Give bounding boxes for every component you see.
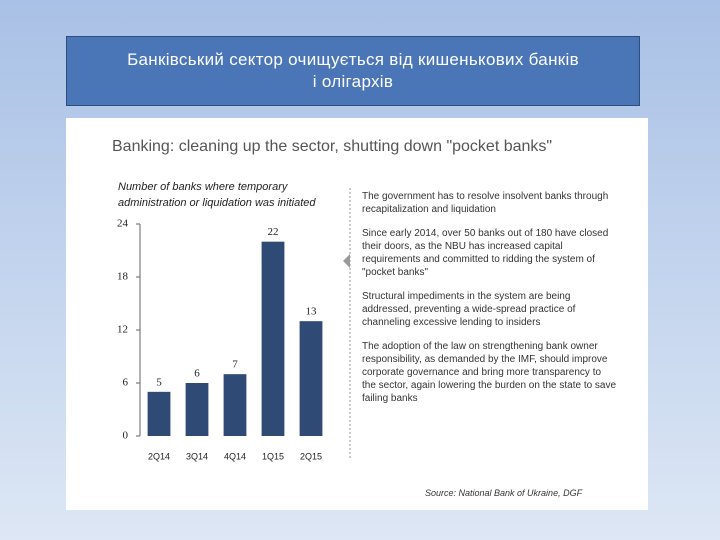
- x-tick-label: 2Q14: [148, 451, 170, 461]
- bar: [299, 321, 323, 436]
- y-tick-label: 12: [117, 324, 128, 336]
- chart-heading: Banking: cleaning up the sector, shuttin…: [112, 138, 553, 155]
- value-label: 6: [194, 368, 200, 380]
- bar: [147, 391, 171, 436]
- y-tick-label: 6: [123, 377, 129, 389]
- bullet-list: The government has to resolve insolvent …: [362, 190, 617, 416]
- x-tick-label: 3Q14: [186, 451, 208, 461]
- panel: [66, 118, 648, 510]
- y-tick-label: 18: [117, 271, 129, 283]
- value-label: 7: [232, 359, 238, 371]
- pointer: [343, 254, 350, 268]
- y-tick-label: 24: [117, 218, 129, 230]
- y-tick-label: 0: [123, 430, 129, 442]
- chart-title: Number of banks where temporary administ…: [118, 181, 316, 209]
- x-tick-label: 2Q15: [300, 451, 322, 461]
- x-tick-label: 4Q14: [224, 451, 246, 461]
- bar: [185, 383, 209, 436]
- slide-title: Банківський сектор очищується від кишень…: [66, 36, 640, 106]
- bullet: Structural impediments in the system are…: [362, 291, 576, 328]
- bar: [223, 374, 247, 436]
- bullet: The adoption of the law on strengthening…: [362, 341, 617, 404]
- bullet: The government has to resolve insolvent …: [362, 191, 609, 215]
- source: Source: National Bank of Ukraine, DGF: [425, 488, 583, 498]
- value-label: 13: [306, 306, 318, 318]
- bullet: Since early 2014, over 50 banks out of 1…: [362, 228, 609, 278]
- bar: [261, 241, 285, 436]
- value-label: 5: [156, 376, 162, 388]
- x-tick-label: 1Q15: [262, 451, 284, 461]
- value-label: 22: [268, 226, 279, 238]
